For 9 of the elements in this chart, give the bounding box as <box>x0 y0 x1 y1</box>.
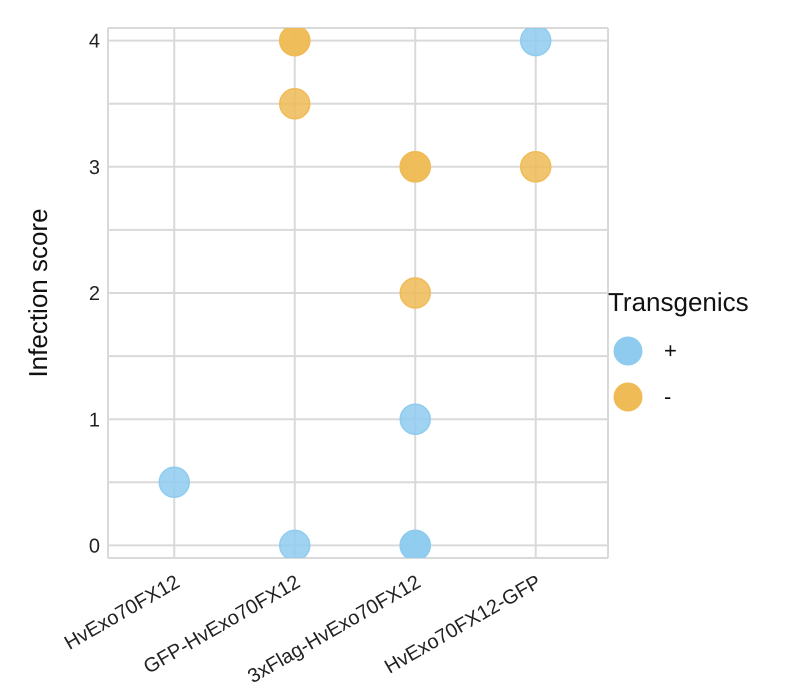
y-axis-title: Infection score <box>23 208 54 378</box>
y-tick-label: 4 <box>88 30 100 53</box>
y-tick-label: 2 <box>88 283 100 306</box>
y-tick-label: 3 <box>88 156 100 179</box>
legend-label: + <box>664 338 677 364</box>
legend-label: - <box>664 384 672 410</box>
legend-title: Transgenics <box>608 286 750 318</box>
y-tick-label: 1 <box>88 409 100 432</box>
y-tick-label: 0 <box>88 535 100 558</box>
